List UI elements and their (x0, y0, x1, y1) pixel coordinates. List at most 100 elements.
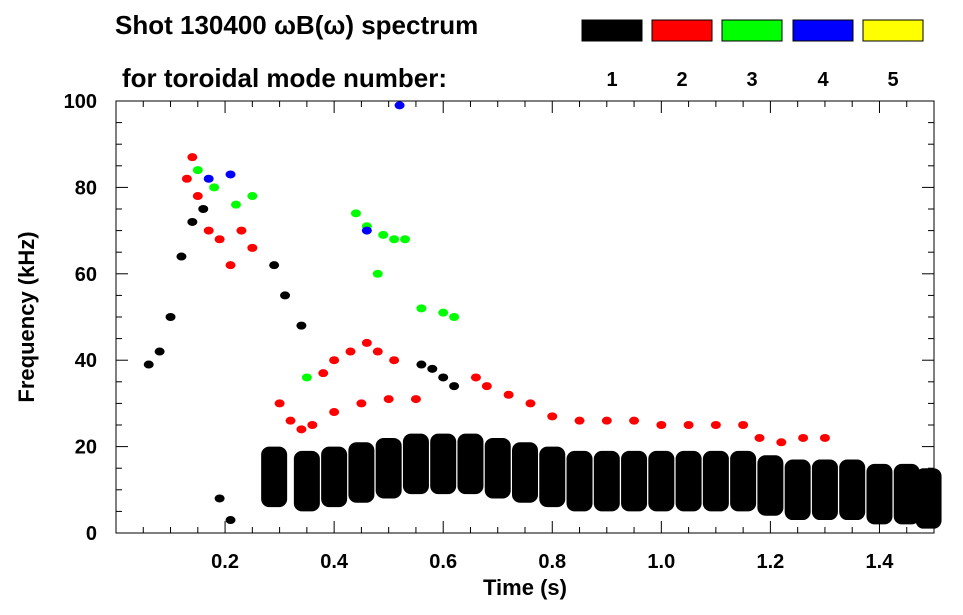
y-tick-label: 0 (86, 523, 97, 545)
spectrum-band-mode-1 (866, 463, 893, 525)
spectrum-point-mode-4 (361, 226, 372, 235)
spectrum-point-mode-3 (301, 373, 312, 382)
spectrum-point-mode-3 (350, 209, 361, 218)
x-tick-labels: 0.2 0.4 0.6 0.8 1.0 1.2 1.4 (211, 551, 894, 573)
spectrum-point-mode-2 (318, 369, 329, 378)
spectrum-band-mode-1 (457, 433, 484, 495)
spectrum-point-mode-2 (236, 226, 247, 235)
legend-label-2: 2 (676, 69, 687, 91)
spectrum-point-mode-2 (776, 438, 787, 447)
spectrum-band-mode-1 (593, 450, 620, 512)
spectrum-point-mode-2 (307, 421, 318, 429)
spectrum-point-mode-2 (187, 153, 198, 162)
x-tick-label: 1.4 (866, 551, 895, 573)
spectrum-point-mode-2 (181, 174, 192, 183)
spectrum-band-mode-1 (730, 450, 757, 512)
spectrum-point-mode-2 (547, 412, 558, 421)
spectrum-point-mode-2 (203, 226, 214, 235)
y-tick-label: 100 (64, 91, 97, 113)
spectrum-point-mode-2 (470, 373, 481, 382)
spectrum-point-mode-2 (656, 421, 667, 429)
spectrum-point-mode-2 (710, 421, 721, 429)
axis-ticks (116, 100, 934, 534)
legend-label-3: 3 (746, 69, 757, 91)
y-tick-label: 40 (75, 350, 97, 372)
legend-swatch-3 (721, 19, 783, 42)
spectrum-point-mode-2 (481, 382, 492, 391)
spectrum-band-mode-1 (648, 450, 675, 512)
spectrum-band-mode-1 (484, 437, 511, 499)
spectrum-band-mode-1 (621, 450, 648, 512)
spectrum-point-mode-4 (203, 174, 214, 183)
spectrum-band-mode-1 (348, 442, 375, 503)
spectrum-point-mode-2 (329, 408, 340, 417)
x-tick-label: 0.8 (538, 551, 566, 573)
spectrum-band-mode-1 (566, 450, 593, 512)
spectrum-point-mode-3 (230, 200, 241, 209)
spectrum-point-mode-2 (345, 347, 356, 356)
spectrum-band-mode-1 (293, 450, 320, 512)
x-tick-label: 1.2 (756, 551, 784, 573)
spectrum-point-mode-2 (683, 421, 694, 429)
legend-swatch-1 (581, 19, 643, 42)
spectrum-point-mode-1 (165, 313, 176, 321)
spectrum-point-mode-2 (754, 433, 765, 442)
legend-swatch-4 (792, 19, 854, 42)
chart-subtitle: for toroidal mode number: (122, 63, 447, 93)
spectrum-band-mode-1 (430, 433, 457, 495)
legend-label-5: 5 (887, 69, 898, 91)
y-tick-label: 80 (75, 177, 97, 199)
spectrum-point-mode-3 (209, 183, 220, 192)
spectrum-point-mode-3 (247, 192, 258, 201)
spectrum-point-mode-2 (819, 433, 830, 442)
spectrum-point-mode-3 (389, 235, 400, 244)
spectrum-point-mode-3 (372, 269, 383, 278)
spectrum-point-mode-1 (198, 205, 209, 213)
spectrum-point-mode-1 (154, 347, 165, 356)
y-tick-label: 20 (75, 437, 97, 459)
spectrum-point-mode-2 (274, 399, 285, 408)
spectrum-band-mode-1 (675, 450, 702, 512)
spectrum-marks (143, 101, 942, 529)
spectrum-point-mode-2 (356, 399, 367, 408)
spectrum-point-mode-3 (378, 230, 389, 239)
x-axis-label: Time (s) (483, 575, 567, 600)
spectrum-point-mode-2 (247, 243, 258, 252)
spectrum-point-mode-2 (329, 356, 340, 365)
spectrum-point-mode-1 (449, 382, 460, 391)
spectrum-point-mode-3 (416, 304, 427, 313)
spectrum-band-mode-1 (321, 446, 348, 508)
spectrum-point-mode-1 (225, 516, 236, 525)
spectrum-point-mode-3 (438, 308, 449, 317)
legend-swatch-2 (651, 19, 713, 42)
legend-label-1: 1 (606, 69, 617, 91)
spectrum-band-mode-1 (702, 450, 729, 512)
chart-title: Shot 130400 ωB(ω) spectrum (115, 10, 478, 40)
spectrum-point-mode-1 (187, 217, 198, 226)
spectrum-point-mode-1 (269, 261, 280, 270)
spectrum-point-mode-2 (296, 425, 307, 434)
legend-swatch-5 (862, 19, 924, 42)
x-tick-label: 1.0 (647, 551, 675, 573)
spectrum-point-mode-1 (280, 291, 291, 300)
x-tick-label: 0.4 (320, 551, 349, 573)
spectrum-point-mode-2 (798, 433, 809, 442)
spectrum-point-mode-2 (372, 347, 383, 356)
spectrum-point-mode-2 (192, 192, 203, 201)
mode-legend: 1 2 3 4 5 (581, 19, 924, 91)
spectrum-point-mode-2 (389, 356, 400, 365)
spectrum-point-mode-1 (214, 494, 225, 503)
y-tick-label: 60 (75, 264, 97, 286)
spectrum-point-mode-2 (225, 261, 236, 270)
spectrum-point-mode-1 (176, 252, 187, 261)
spectrum-point-mode-2 (629, 416, 640, 425)
spectrum-band-mode-1 (539, 446, 566, 508)
spectrum-band-mode-1 (839, 459, 866, 521)
spectrum-point-mode-2 (214, 235, 225, 244)
spectrum-point-mode-2 (361, 338, 372, 347)
spectrum-point-mode-2 (738, 421, 749, 429)
spectrum-point-mode-4 (394, 101, 405, 110)
spectrum-point-mode-2 (574, 416, 585, 425)
spectrum-point-mode-1 (427, 364, 438, 373)
spectrum-point-mode-3 (192, 166, 203, 175)
